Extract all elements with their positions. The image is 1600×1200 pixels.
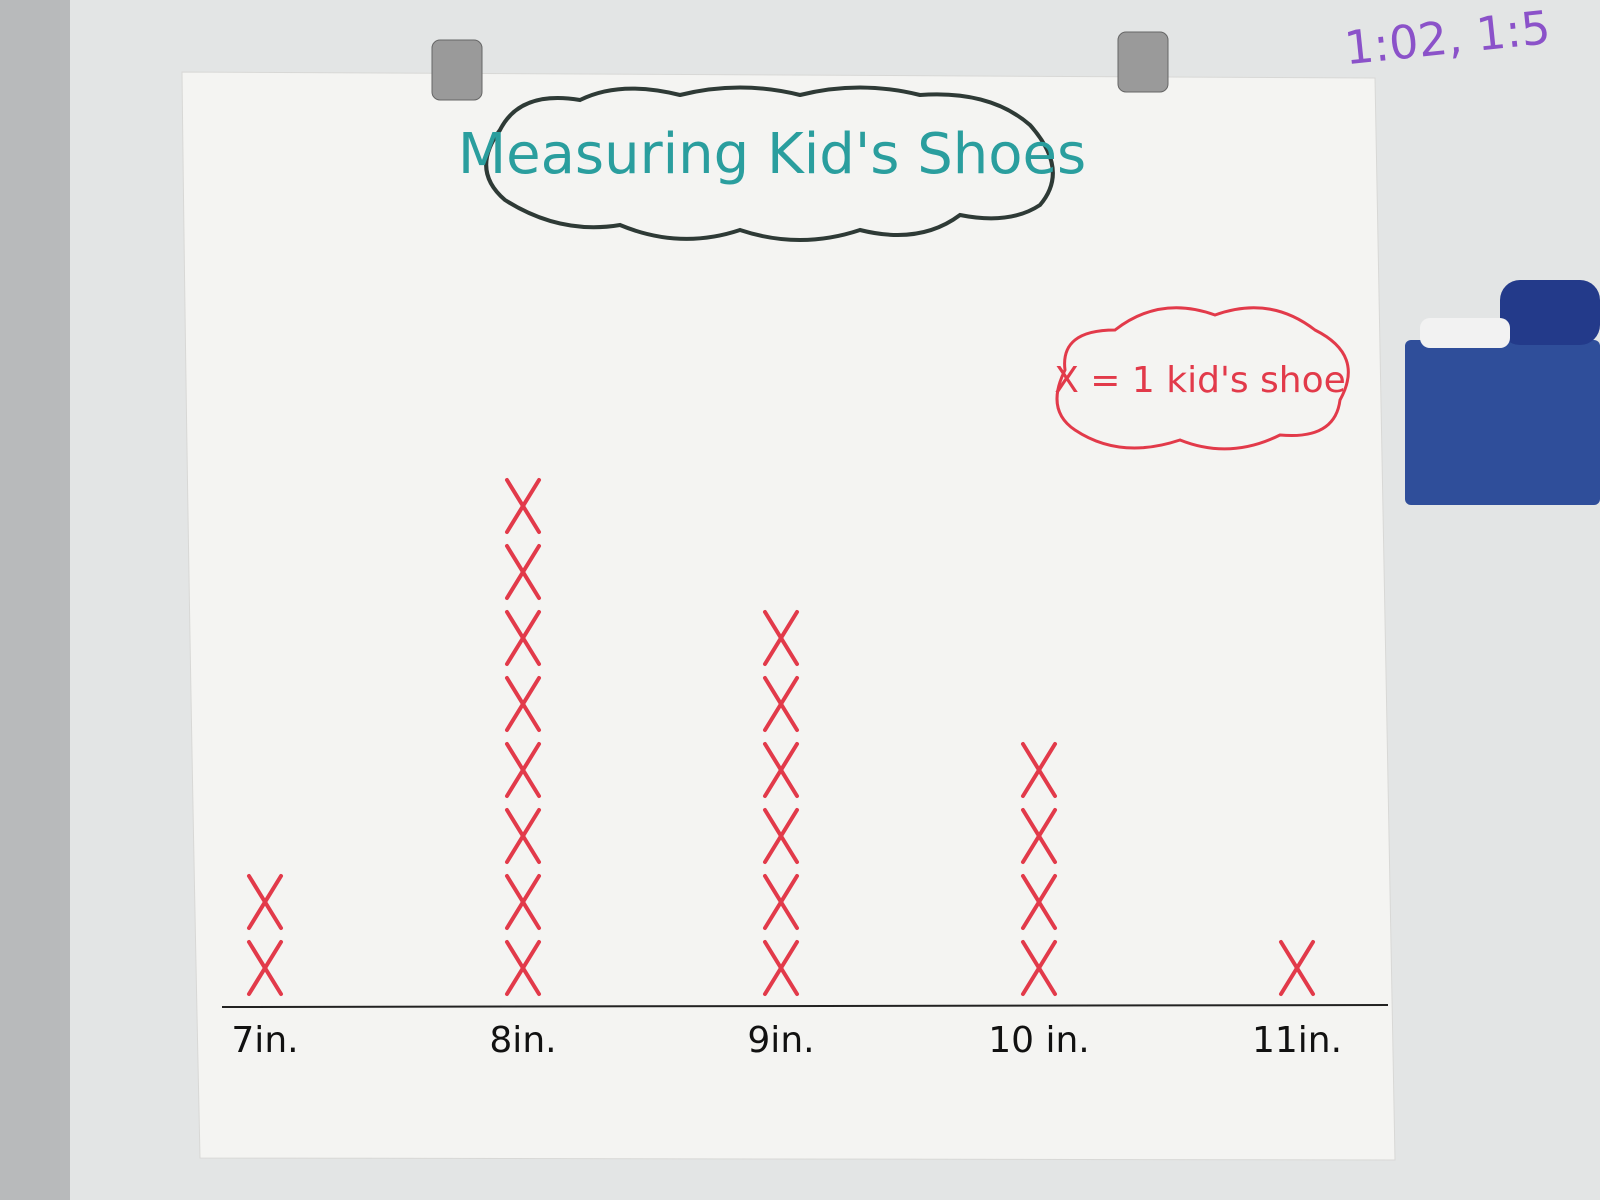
x-mark <box>763 808 799 864</box>
x-mark <box>247 940 283 996</box>
x-stroke <box>763 742 799 798</box>
x-mark <box>505 676 541 732</box>
wall-edge <box>0 0 70 1200</box>
x-mark <box>1021 874 1057 930</box>
x-mark <box>505 808 541 864</box>
x-tick-label: 9in. <box>747 1020 814 1061</box>
marker-tray <box>1405 280 1600 505</box>
x-tick-label: 8in. <box>489 1020 556 1061</box>
x-stack <box>1021 742 1057 996</box>
x-stroke <box>505 544 541 600</box>
x-mark <box>505 874 541 930</box>
x-mark <box>505 742 541 798</box>
x-stroke <box>505 874 541 930</box>
x-mark <box>763 742 799 798</box>
chart-title: Measuring Kid's Shoes <box>458 122 1086 187</box>
x-mark <box>505 940 541 996</box>
legend-label: X = 1 kid's shoe <box>1054 360 1346 401</box>
x-tick-label: 10 in. <box>988 1020 1090 1061</box>
x-stroke <box>763 874 799 930</box>
x-stroke <box>763 940 799 996</box>
x-mark <box>505 544 541 600</box>
x-mark <box>1021 808 1057 864</box>
x-stack <box>763 610 799 996</box>
x-stroke <box>763 610 799 666</box>
number-line <box>221 1004 1389 1008</box>
x-tick-label: 7in. <box>231 1020 298 1061</box>
x-mark <box>763 610 799 666</box>
x-stroke <box>505 478 541 534</box>
x-mark <box>505 610 541 666</box>
x-stroke <box>505 742 541 798</box>
legend-cloud <box>1055 306 1350 451</box>
x-mark <box>247 874 283 930</box>
x-stroke <box>1021 742 1057 798</box>
x-stroke <box>1021 940 1057 996</box>
x-tick-label: 11in. <box>1252 1020 1342 1061</box>
x-stroke <box>247 940 283 996</box>
x-mark <box>763 940 799 996</box>
x-stroke <box>505 676 541 732</box>
x-stroke <box>505 940 541 996</box>
x-stroke <box>1021 808 1057 864</box>
x-mark <box>505 478 541 534</box>
x-stack <box>505 478 541 996</box>
x-stack <box>247 874 283 996</box>
x-stroke <box>1279 940 1315 996</box>
chart-paper <box>181 71 1396 1161</box>
x-stroke <box>247 874 283 930</box>
x-stroke <box>505 808 541 864</box>
x-mark <box>1279 940 1315 996</box>
clips <box>431 31 1169 101</box>
x-mark <box>763 676 799 732</box>
x-stroke <box>505 610 541 666</box>
x-stroke <box>763 676 799 732</box>
x-mark <box>763 874 799 930</box>
x-mark <box>1021 742 1057 798</box>
x-stroke <box>1021 874 1057 930</box>
x-stack <box>1279 940 1315 996</box>
x-stroke <box>763 808 799 864</box>
x-mark <box>1021 940 1057 996</box>
title-cloud <box>484 85 1055 242</box>
